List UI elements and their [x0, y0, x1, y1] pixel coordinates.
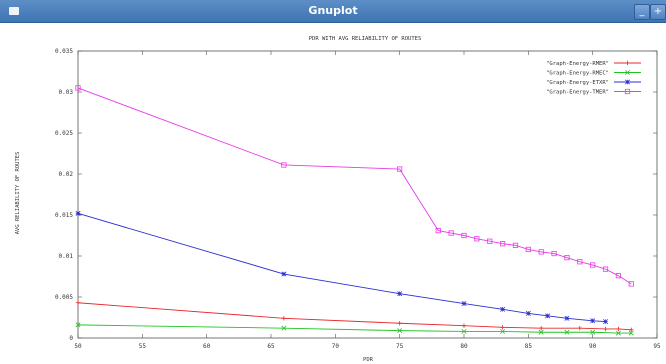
x-axis-label: PDR: [363, 357, 374, 363]
series-line: [77, 302, 632, 331]
series-line: [77, 324, 632, 334]
minimize-button[interactable]: _: [634, 4, 650, 20]
data-point: [281, 316, 287, 321]
data-point: [487, 238, 493, 244]
data-point: [545, 313, 551, 319]
data-point: [75, 300, 81, 305]
series-0: [75, 300, 634, 332]
data-point: [590, 318, 596, 324]
y-tick-label: 0: [69, 335, 73, 342]
data-point: [474, 236, 480, 242]
data-point: [461, 323, 467, 328]
data-point: [538, 329, 544, 335]
y-tick-label: 0.025: [55, 130, 73, 137]
data-point: [397, 321, 402, 326]
y-tick-label: 0.005: [55, 294, 73, 301]
window-title: Gnuplot: [308, 4, 358, 17]
data-point: [602, 266, 609, 272]
y-tick-label: 0.02: [59, 171, 74, 178]
data-point: [628, 281, 634, 287]
data-point: [564, 329, 570, 335]
data-point: [525, 310, 531, 316]
data-point: [538, 249, 544, 255]
data-point: [461, 328, 467, 334]
data-point: [539, 325, 544, 331]
x-tick-label: 60: [203, 343, 211, 350]
data-point: [629, 327, 634, 332]
data-point: [500, 325, 505, 330]
data-point: [615, 330, 621, 336]
chart-title: PDR WITH AVG RELIABILITY OF ROUTES: [309, 36, 422, 42]
data-point: [628, 330, 634, 336]
x-tick-label: 80: [460, 343, 468, 350]
data-point: [281, 325, 287, 331]
maximize-button[interactable]: +: [650, 4, 666, 20]
series-1: [75, 322, 634, 336]
x-tick-label: 70: [332, 343, 340, 350]
y-axis-label: AVG RELIABILITY OF ROUTES: [15, 152, 21, 235]
data-point: [564, 315, 570, 321]
data-point: [625, 79, 630, 85]
data-point: [281, 162, 287, 168]
data-point: [603, 319, 609, 325]
app-window-icon[interactable]: [9, 7, 19, 15]
legend-label: "Graph-Energy-ETXR": [546, 80, 609, 86]
data-point: [512, 242, 519, 248]
data-point: [397, 166, 403, 172]
data-point: [625, 60, 630, 66]
x-tick-label: 75: [396, 343, 404, 350]
data-point: [590, 262, 596, 268]
data-point: [615, 273, 622, 279]
x-tick-label: 90: [589, 343, 597, 350]
y-tick-label: 0.03: [59, 89, 74, 96]
data-point: [525, 246, 531, 253]
plot-frame: [77, 50, 658, 339]
data-point: [397, 291, 403, 297]
data-point: [616, 326, 621, 332]
legend-label: "Graph-Energy-RMEC": [546, 71, 609, 77]
data-point: [603, 326, 608, 332]
data-point: [499, 241, 506, 247]
data-point: [624, 88, 631, 95]
data-point: [500, 328, 506, 334]
legend-label: "Graph-Energy-TMER": [546, 90, 609, 96]
data-point: [625, 70, 630, 75]
data-point: [448, 230, 454, 236]
x-tick-label: 55: [139, 343, 147, 350]
x-tick-label: 50: [74, 343, 82, 350]
x-tick-label: 95: [653, 343, 661, 350]
data-point: [577, 325, 582, 331]
series-line: [77, 87, 632, 285]
data-point: [461, 232, 467, 239]
series-2: [75, 210, 609, 325]
data-point: [435, 227, 441, 234]
data-point: [461, 301, 467, 307]
data-point: [75, 210, 81, 216]
data-point: [281, 271, 287, 277]
data-point: [551, 250, 557, 257]
series-line: [77, 212, 606, 323]
x-tick-label: 85: [525, 343, 533, 350]
title-bar[interactable]: Gnuplot _ +: [0, 0, 666, 23]
data-point: [75, 322, 81, 328]
y-tick-label: 0.035: [55, 48, 73, 55]
plot-area[interactable]: PDR WITH AVG RELIABILITY OF ROUTES PDR A…: [0, 23, 666, 364]
y-tick-label: 0.015: [55, 212, 73, 219]
data-point: [397, 328, 403, 334]
x-tick-label: 65: [267, 343, 275, 350]
series-3: [75, 85, 634, 287]
data-point: [564, 255, 570, 261]
data-point: [500, 306, 506, 312]
y-tick-label: 0.01: [59, 253, 74, 260]
data-point: [75, 85, 81, 91]
data-point: [577, 259, 583, 265]
legend-label: "Graph-Energy-RMER": [546, 61, 609, 67]
data-point: [590, 329, 596, 335]
